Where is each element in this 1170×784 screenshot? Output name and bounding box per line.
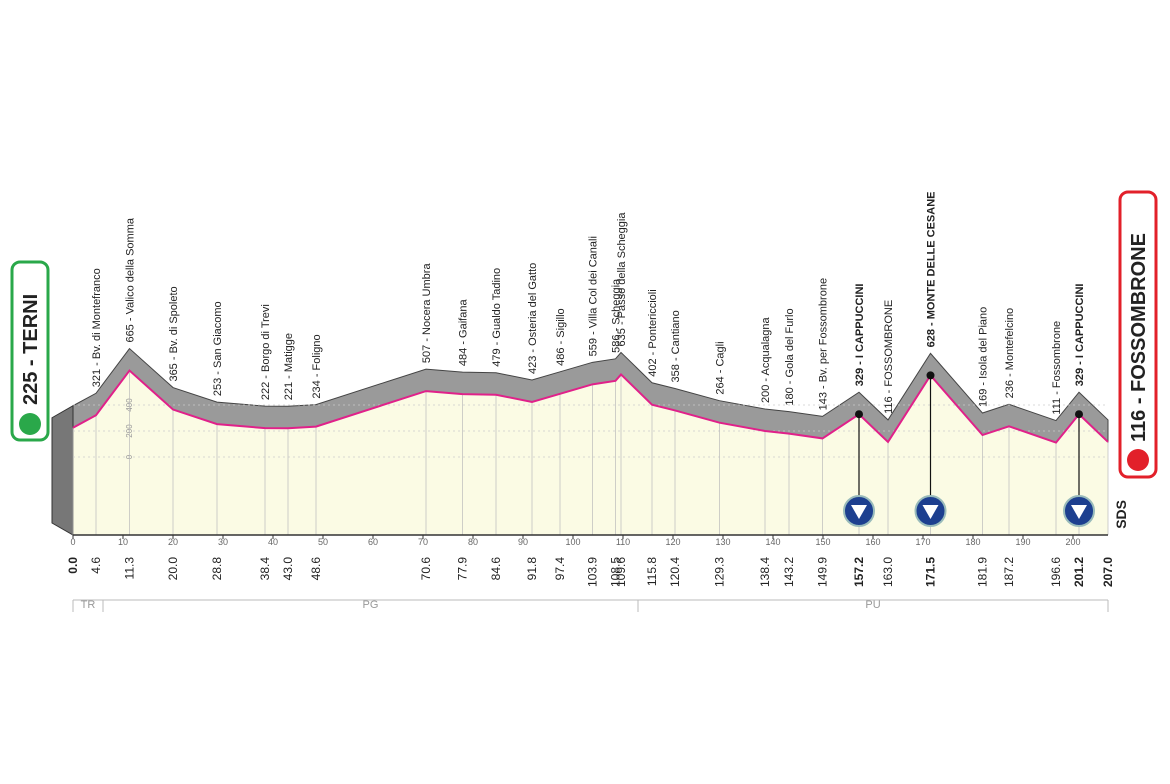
waypoint-label: 402 - Pontericcioli: [647, 289, 659, 376]
kom-arrow: [851, 505, 867, 519]
logo: SDS: [1113, 500, 1129, 529]
waypoint-label: 559 - Villa Col dei Canali: [588, 236, 600, 356]
waypoint-label: 358 - Cantiano: [670, 310, 682, 382]
region-label: PU: [865, 599, 880, 611]
x-tick-label: 190: [1015, 537, 1030, 547]
start-side: [51, 404, 74, 536]
waypoint-label: 116 - FOSSOMBRONE: [883, 300, 895, 414]
km-label: 48.6: [309, 557, 323, 581]
waypoint-label: 321 - Bv. di Montefranco: [91, 268, 103, 387]
waypoint-label: 180 - Gola del Furlo: [784, 308, 796, 405]
start-label: 225 - TERNI: [20, 294, 42, 405]
x-tick-label: 40: [268, 537, 278, 547]
km-label: 143.2: [782, 557, 796, 587]
km-label: 138.4: [758, 557, 772, 587]
km-label: 28.8: [210, 557, 224, 581]
km-label: 196.6: [1049, 557, 1063, 587]
x-tick-label: 80: [468, 537, 478, 547]
km-label: 20.0: [166, 557, 180, 581]
start-icon: [19, 413, 41, 435]
waypoint-label: 628 - MONTE DELLE CESANE: [926, 192, 938, 348]
x-tick-label: 180: [965, 537, 980, 547]
x-tick-label: 160: [865, 537, 880, 547]
x-tick-label: 110: [616, 537, 630, 547]
km-label: 108.5: [609, 557, 623, 587]
km-label: 84.6: [489, 557, 503, 581]
km-label: 149.9: [816, 557, 830, 587]
km-label: 103.9: [586, 557, 600, 587]
x-tick-label: 0: [70, 537, 75, 547]
waypoint-label: 507 - Nocera Umbra: [421, 263, 433, 364]
x-tick-label: 70: [418, 537, 428, 547]
x-tick-label: 90: [518, 537, 528, 547]
x-tick-label: 150: [815, 537, 830, 547]
waypoint-label: 484 - Gaifana: [458, 299, 470, 367]
finish-box: [1118, 190, 1158, 479]
region-label: PG: [363, 599, 379, 611]
km-label: 70.6: [419, 557, 433, 581]
km-label: 91.8: [525, 557, 539, 581]
km-label: 129.3: [713, 557, 727, 587]
x-tick-label: 30: [218, 537, 228, 547]
waypoint-label: 486 - Sigillo: [555, 308, 567, 365]
waypoint-label: 200 - Acqualagna: [760, 316, 772, 403]
x-tick-label: 170: [915, 537, 930, 547]
region-label: TR: [81, 599, 96, 611]
km-label: 97.4: [553, 557, 567, 581]
waypoint-label: 479 - Gualdo Tadino: [491, 268, 503, 367]
waypoint-label: 329 - I CAPPUCCINI: [1074, 284, 1086, 387]
waypoint-label: 234 - Foligno: [311, 334, 323, 398]
x-tick-label: 140: [765, 537, 780, 547]
finish-label: 116 - FOSSOMBRONE: [1128, 233, 1150, 442]
km-label: 0.0: [66, 557, 80, 574]
km-label: 201.2: [1072, 557, 1086, 587]
km-label: 109.6: [614, 557, 628, 587]
waypoint-label: 586 - Scheggia: [611, 278, 623, 353]
km-label: 38.4: [258, 557, 272, 581]
finish-icon: [1127, 449, 1149, 471]
waypoint-label: 635 - Passo della Scheggia: [616, 212, 628, 347]
kom-arrow: [922, 505, 939, 519]
profile-line: [72, 369, 1109, 444]
x-tick-label: 130: [715, 537, 730, 547]
x-tick-label: 200: [1065, 537, 1080, 547]
waypoint-label: 221 - Matigge: [283, 333, 295, 400]
waypoint-label: 423 - Osteria del Gatto: [527, 263, 539, 374]
waypoint-label: 222 - Borgo di Trevi: [260, 304, 272, 400]
waypoint-label: 111 - Fossombrone: [1051, 321, 1063, 415]
km-label: 120.4: [668, 557, 682, 587]
waypoint-label: 665 - Valico della Somma: [125, 217, 137, 342]
x-tick-label: 120: [665, 537, 680, 547]
km-label: 77.9: [456, 557, 470, 581]
kom-arrow: [1071, 505, 1087, 519]
km-label: 11.3: [123, 557, 137, 580]
profile-area: [73, 370, 1108, 535]
x-tick-label: 100: [565, 537, 580, 547]
x-tick-label: 60: [368, 537, 378, 547]
start-box: [10, 260, 50, 442]
waypoint-label: 365 - Bv. di Spoleto: [168, 286, 180, 381]
km-label: 4.6: [89, 557, 103, 574]
x-tick-label: 20: [168, 537, 178, 547]
waypoint-label: 253 - San Giacomo: [212, 301, 224, 396]
x-tick-label: 10: [118, 537, 128, 547]
waypoint-label: 329 - I CAPPUCCINI: [854, 284, 866, 387]
waypoint-label: 236 - Montefelcino: [1004, 308, 1016, 399]
waypoint-label: 169 - Isola del Piano: [978, 307, 990, 407]
km-label: 163.0: [881, 557, 895, 587]
waypoint-label: 264 - Cagli: [715, 341, 727, 394]
km-label: 181.9: [976, 557, 990, 587]
x-tick-label: 50: [318, 537, 328, 547]
km-label: 207.0: [1101, 557, 1115, 587]
km-label: 43.0: [281, 557, 295, 581]
km-label: 187.2: [1002, 557, 1016, 587]
km-label: 115.8: [645, 557, 659, 586]
km-label: 171.5: [924, 557, 938, 587]
waypoint-label: 143 - Bv. per Fossombrone: [818, 278, 830, 410]
km-label: 157.2: [852, 557, 866, 587]
